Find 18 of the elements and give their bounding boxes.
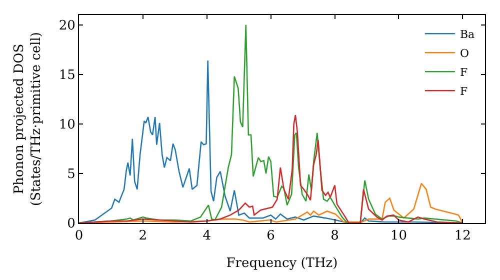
legend-label: O: [460, 46, 469, 60]
line-series: [79, 114, 464, 223]
y-axis-title: Phonon projected DOS (States/THz·primitive cell): [12, 32, 44, 206]
x-tick-label: 4: [202, 228, 212, 244]
legend-label: Ba: [460, 28, 476, 41]
legend-label: F: [460, 84, 468, 98]
y-tick-label: 5: [67, 167, 76, 182]
y-tick-label: 15: [58, 68, 76, 83]
x-tick-label: 2: [138, 228, 148, 244]
x-axis-title: Frequency (THz): [226, 256, 338, 272]
x-tick-label: 12: [454, 228, 471, 244]
x-tick-label: 6: [266, 228, 275, 244]
x-tick-label: 8: [330, 228, 339, 244]
x-tick-label: 10: [390, 228, 407, 244]
y-tick-label: 20: [58, 18, 76, 34]
y-tick-label: 10: [58, 118, 76, 132]
legend-label: F: [460, 66, 468, 79]
y-tick-label: 0: [67, 216, 76, 232]
